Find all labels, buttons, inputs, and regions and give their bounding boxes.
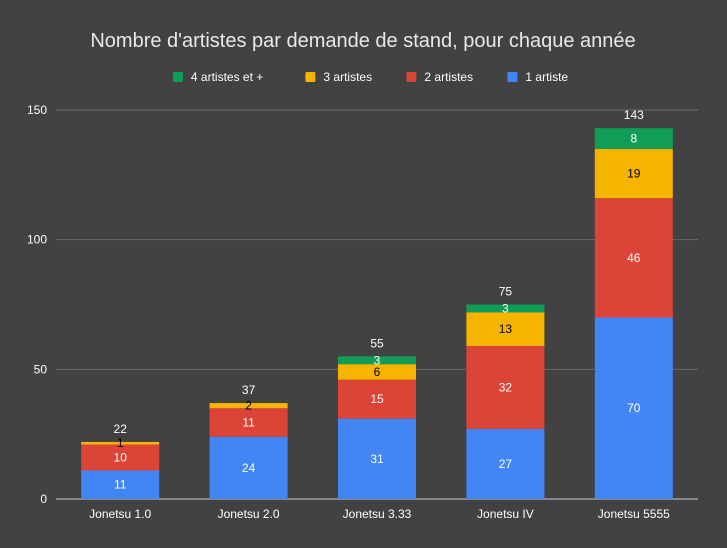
- bar-segment: [338, 356, 416, 365]
- bar-segment-label: 1: [117, 436, 124, 450]
- x-category-label: Jonetsu 1.0: [89, 507, 151, 521]
- bar-segment: [338, 379, 416, 419]
- y-tick-label: 150: [27, 103, 47, 117]
- x-axis: Jonetsu 1.0 Jonetsu 2.0 Jonetsu 3.33 Jonets…: [89, 507, 670, 521]
- bar-segment-label: 2: [245, 399, 252, 413]
- bar-segment-label: 24: [242, 461, 256, 475]
- bar-segment-label: 3: [374, 353, 381, 367]
- bar-segment-label: 27: [499, 457, 513, 471]
- bar-segment-label: 15: [370, 392, 384, 406]
- bar-segment-label: 19: [627, 167, 641, 181]
- bar-total-label: 55: [370, 336, 384, 350]
- bar-segment-label: 11: [242, 415, 255, 429]
- bar-segment: [209, 403, 288, 409]
- legend-swatch-1-artiste: [507, 72, 518, 82]
- bar-segment-label: 8: [630, 132, 637, 146]
- bar-segment: [466, 345, 545, 429]
- legend-swatch-2-artistes: [406, 72, 417, 82]
- chart-title: Nombre d'artistes par demande de stand, …: [90, 30, 635, 52]
- bar-segment-label: 6: [374, 365, 381, 379]
- bar-segment-label: 31: [370, 452, 384, 466]
- legend-label: 2 artistes: [424, 70, 473, 84]
- legend-label: 1 artiste: [525, 70, 568, 84]
- bar-segment: [594, 198, 673, 318]
- bar-segment: [338, 364, 416, 380]
- bar-segment: [466, 428, 545, 499]
- legend-swatch-3-artistes: [305, 72, 316, 82]
- bar-segment-label: 13: [499, 322, 513, 336]
- bar-total-label: 22: [114, 422, 128, 436]
- bar-segment: [594, 128, 673, 149]
- bar-segment: [81, 470, 160, 499]
- bar-segment-label: 32: [499, 380, 513, 394]
- bar-segment-label: 10: [114, 451, 128, 465]
- bar-total-label: 75: [499, 285, 513, 299]
- bar-segment: [81, 444, 160, 471]
- bars: 1110122241123731156355273213375704619814…: [81, 108, 673, 499]
- bar-total-label: 143: [624, 108, 644, 122]
- y-tick-label: 100: [27, 233, 47, 247]
- x-category-label: Jonetsu IV: [477, 507, 534, 521]
- bar-total-label: 37: [242, 383, 256, 397]
- y-tick-label: 50: [34, 362, 48, 376]
- legend: 4 artistes et + 3 artistes 2 artistes 1 art…: [172, 70, 568, 84]
- bar-segment-label: 46: [627, 251, 641, 265]
- bar-segment: [466, 304, 545, 313]
- x-category-label: Jonetsu 2.0: [218, 507, 280, 521]
- bar-segment-label: 3: [502, 301, 509, 315]
- bar-segment-label: 70: [627, 401, 641, 415]
- y-axis: 0 50 100 150: [27, 103, 47, 506]
- bar-segment: [594, 148, 673, 199]
- bar-segment: [338, 418, 416, 499]
- bar-segment: [594, 317, 673, 499]
- bar-segment: [209, 408, 288, 437]
- bar-segment: [81, 441, 160, 445]
- legend-swatch-4-artistes-et-: [172, 72, 183, 82]
- bar-segment: [466, 312, 545, 346]
- y-tick-label: 0: [40, 492, 47, 506]
- x-category-label: Jonetsu 3.33: [343, 507, 412, 521]
- bar-segment: [209, 436, 288, 499]
- bar-segment-label: 11: [114, 478, 127, 492]
- legend-label: 4 artistes et +: [191, 70, 263, 84]
- legend-label: 3 artistes: [323, 70, 372, 84]
- x-category-label: Jonetsu 5555: [598, 507, 670, 521]
